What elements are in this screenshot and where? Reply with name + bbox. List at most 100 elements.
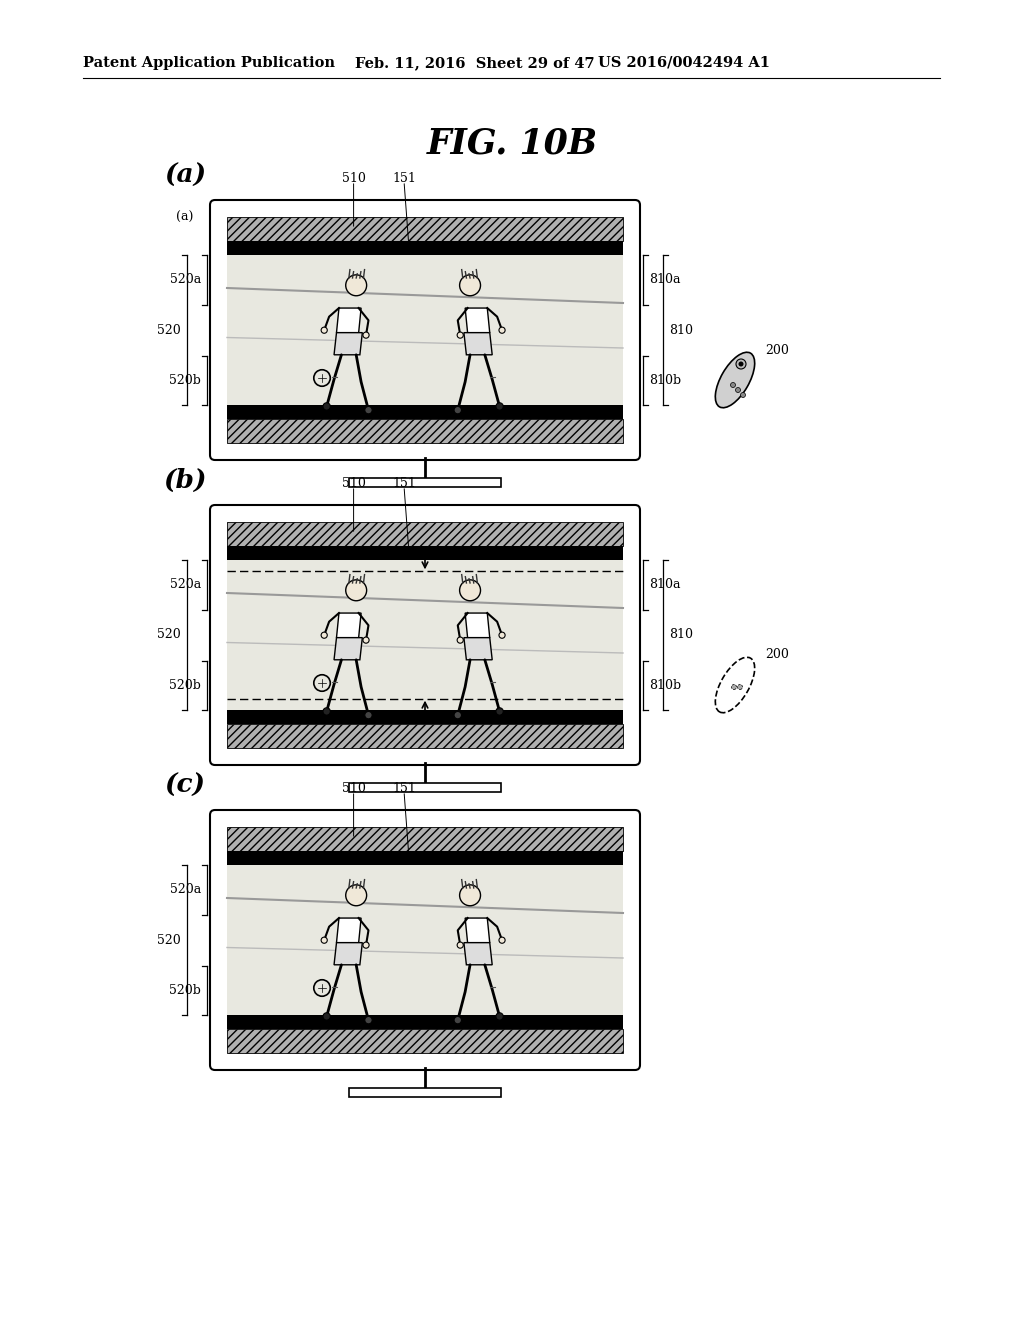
Circle shape (454, 1016, 462, 1024)
Text: 510: 510 (342, 477, 366, 490)
Bar (227, 216, 623, 242)
Circle shape (323, 403, 331, 411)
Circle shape (737, 685, 742, 689)
Text: 810: 810 (669, 323, 693, 337)
Text: 520a: 520a (170, 578, 201, 591)
Polygon shape (334, 942, 362, 965)
Circle shape (499, 327, 505, 333)
Text: 520b: 520b (169, 374, 201, 387)
Circle shape (454, 407, 462, 414)
Text: FIG. 10B: FIG. 10B (426, 125, 598, 160)
Circle shape (322, 327, 328, 333)
Bar (349, 783, 501, 792)
Circle shape (730, 383, 735, 388)
Bar (227, 851, 623, 865)
Polygon shape (465, 917, 489, 942)
Bar (227, 405, 623, 418)
Circle shape (460, 884, 480, 906)
Bar (227, 710, 623, 723)
Text: 520: 520 (158, 933, 181, 946)
Circle shape (731, 685, 736, 689)
Text: 810a: 810a (649, 273, 681, 286)
Text: 810a: 810a (649, 578, 681, 591)
Polygon shape (337, 308, 361, 333)
Circle shape (346, 579, 367, 601)
Text: 810: 810 (669, 628, 693, 642)
Circle shape (496, 403, 503, 411)
FancyBboxPatch shape (210, 810, 640, 1071)
Bar (349, 478, 501, 487)
Bar (227, 1030, 623, 1053)
Text: Feb. 11, 2016  Sheet 29 of 47: Feb. 11, 2016 Sheet 29 of 47 (355, 55, 595, 70)
Ellipse shape (716, 352, 755, 408)
Bar (227, 723, 623, 748)
Circle shape (738, 362, 743, 367)
Circle shape (365, 407, 372, 414)
Bar (227, 560, 623, 710)
Circle shape (457, 333, 463, 338)
Circle shape (362, 333, 369, 338)
Ellipse shape (716, 657, 755, 713)
Bar (227, 865, 623, 1015)
Circle shape (499, 937, 505, 944)
Bar (227, 1015, 623, 1030)
Bar (227, 521, 623, 546)
Bar (227, 255, 623, 405)
Circle shape (323, 1012, 331, 1020)
Bar (227, 418, 623, 444)
Text: 810b: 810b (649, 374, 681, 387)
Circle shape (457, 942, 463, 948)
Circle shape (457, 638, 463, 643)
Bar (227, 546, 623, 560)
Circle shape (736, 359, 746, 370)
Circle shape (454, 711, 462, 719)
Circle shape (346, 884, 367, 906)
Circle shape (362, 638, 369, 643)
Text: 810b: 810b (649, 678, 681, 692)
Circle shape (499, 632, 505, 639)
Polygon shape (465, 308, 489, 333)
Circle shape (322, 632, 328, 639)
Text: 520a: 520a (170, 883, 201, 896)
Bar (227, 242, 623, 255)
Text: 520: 520 (158, 628, 181, 642)
Polygon shape (464, 333, 493, 355)
Text: (b): (b) (163, 467, 207, 492)
Text: 151: 151 (392, 781, 416, 795)
Text: 151: 151 (392, 172, 416, 185)
Bar (227, 828, 623, 851)
Polygon shape (465, 612, 489, 638)
Circle shape (460, 275, 480, 296)
Circle shape (496, 1012, 503, 1020)
FancyBboxPatch shape (210, 506, 640, 766)
Circle shape (362, 942, 369, 948)
Polygon shape (337, 917, 361, 942)
Circle shape (740, 392, 745, 397)
Polygon shape (334, 638, 362, 660)
Circle shape (346, 275, 367, 296)
Text: (a): (a) (164, 162, 206, 187)
Text: 151: 151 (392, 477, 416, 490)
Circle shape (460, 579, 480, 601)
Circle shape (365, 1016, 372, 1024)
Circle shape (323, 708, 331, 715)
Text: (a): (a) (176, 210, 193, 223)
Text: 520b: 520b (169, 983, 201, 997)
Circle shape (496, 708, 503, 715)
Text: US 2016/0042494 A1: US 2016/0042494 A1 (598, 55, 770, 70)
Text: 200: 200 (765, 343, 788, 356)
Bar (349, 1088, 501, 1097)
Circle shape (735, 388, 740, 392)
FancyBboxPatch shape (210, 201, 640, 459)
Text: Patent Application Publication: Patent Application Publication (83, 55, 335, 70)
Text: 520b: 520b (169, 678, 201, 692)
Text: (c): (c) (165, 772, 206, 797)
Text: 200: 200 (765, 648, 788, 661)
Circle shape (322, 937, 328, 944)
Polygon shape (334, 333, 362, 355)
Circle shape (365, 711, 372, 719)
Polygon shape (464, 942, 493, 965)
Text: 520a: 520a (170, 273, 201, 286)
Polygon shape (464, 638, 493, 660)
Text: 510: 510 (342, 172, 366, 185)
